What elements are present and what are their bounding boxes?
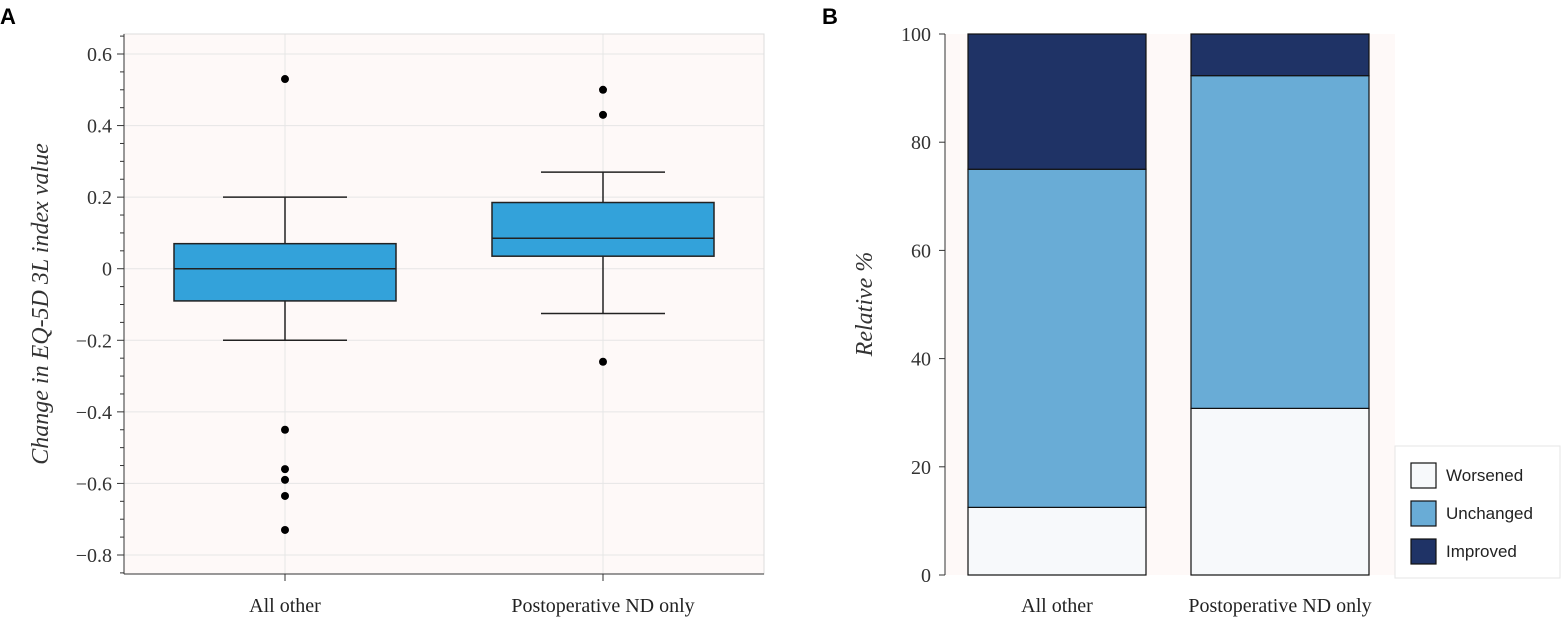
y-axis-title-b: Relative %	[852, 252, 878, 358]
y-tick-label-b-2: 40	[911, 349, 931, 371]
box-postoperative-nd-only	[491, 85, 715, 366]
legend-swatch-improved	[1410, 538, 1437, 565]
outlier-postoperative-nd-only-1	[599, 110, 607, 119]
outlier-all-other-3	[281, 475, 289, 484]
outlier-all-other-0	[281, 75, 289, 84]
y-tick-label-a-0: −0.8	[76, 545, 112, 567]
legend-label-unchanged: Unchanged	[1446, 504, 1533, 523]
outlier-all-other-4	[281, 491, 289, 500]
legend-label-improved: Improved	[1446, 542, 1517, 561]
outlier-all-other-2	[281, 465, 289, 474]
panel-b-stacked-bar: B 0 20 40 60 80 100 All other Postoperative ND …	[822, 4, 1561, 617]
plot-b-bars	[967, 33, 1370, 576]
box-all-other	[173, 75, 397, 534]
bar-all-other-worsened	[967, 506, 1147, 576]
iqr-box-all-other	[173, 242, 397, 302]
y-tick-label-b-5: 100	[901, 24, 931, 46]
y-tick-label-a-5: 0.2	[87, 187, 112, 209]
legend-swatch-worsened	[1410, 462, 1437, 489]
y-tick-label-b-4: 80	[911, 132, 931, 154]
plot-a-boxes	[173, 75, 715, 534]
panel-b-label: B	[822, 4, 838, 29]
plot-a-axes: −0.8 −0.6 −0.4 −0.2 0 0.2 0.4 0.6 All other Posto…	[76, 34, 764, 617]
iqr-box-postoperative-nd-only	[491, 201, 715, 257]
panel-a-boxplot: A −0.8 −0.6 −0.4 −0.2 0 0.2 0.4 0.6 All other Pos…	[0, 4, 765, 617]
panel-a-label: A	[0, 4, 16, 29]
y-tick-label-a-6: 0.4	[87, 116, 112, 138]
outlier-postoperative-nd-only-0	[599, 85, 607, 94]
y-tick-label-a-2: −0.4	[76, 402, 112, 424]
y-tick-label-a-7: 0.6	[87, 44, 112, 66]
x-tick-label-b-postoperative-nd-only: Postoperative ND only	[1188, 595, 1371, 617]
y-tick-label-b-1: 20	[911, 457, 931, 479]
legend-swatch-unchanged	[1410, 500, 1437, 527]
legend: Worsened Unchanged Improved	[1394, 445, 1561, 579]
bar-postoperative-nd-only-unchanged	[1190, 75, 1370, 409]
y-tick-label-b-0: 0	[921, 565, 931, 587]
bar-postoperative-nd-only-worsened	[1190, 407, 1370, 576]
y-tick-label-a-4: 0	[102, 259, 112, 281]
legend-label-worsened: Worsened	[1446, 466, 1523, 485]
y-tick-label-b-3: 60	[911, 240, 931, 262]
bar-all-other-unchanged	[967, 168, 1147, 508]
y-axis-title-a: Change in EQ-5D 3L index value	[28, 143, 54, 465]
y-tick-label-a-1: −0.6	[76, 473, 112, 495]
outlier-postoperative-nd-only-2	[599, 357, 607, 366]
plot-b-axes: 0 20 40 60 80 100 All other Postoperative ND on…	[901, 24, 1372, 617]
y-tick-label-a-3: −0.2	[76, 330, 112, 352]
x-tick-label-b-all-other: All other	[1021, 595, 1093, 617]
plot-a-background	[124, 34, 764, 574]
bar-all-other-improved	[967, 33, 1147, 170]
x-tick-label-a-all-other: All other	[249, 595, 321, 617]
bar-postoperative-nd-only-improved	[1190, 33, 1370, 77]
outlier-all-other-1	[281, 425, 289, 434]
outlier-all-other-5	[281, 525, 289, 534]
x-tick-label-a-postoperative-nd-only: Postoperative ND only	[511, 595, 694, 617]
